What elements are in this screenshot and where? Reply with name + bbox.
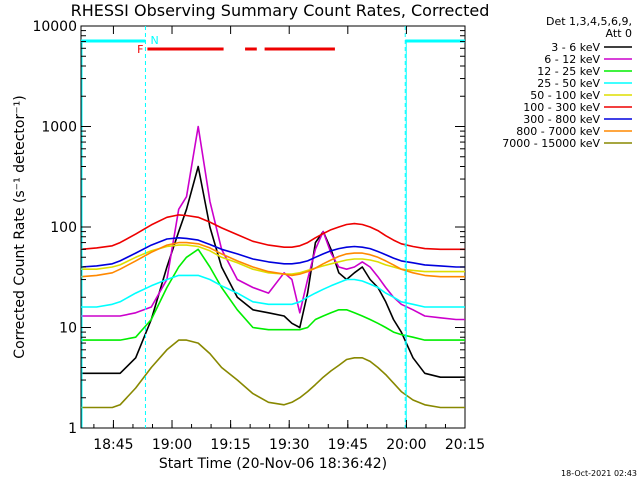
legend-attenuator: Att 0 xyxy=(606,27,632,40)
plot-frame xyxy=(80,25,466,429)
series-line-8 xyxy=(81,339,465,409)
series-line-1 xyxy=(81,125,465,321)
flare-flag-label: F xyxy=(137,43,143,56)
series-line-0 xyxy=(81,165,465,379)
y-axis-label: Corrected Count Rate (s⁻¹ detector⁻¹) xyxy=(12,95,28,358)
x-axis-ticks: 18:45 19:00 19:15 19:30 19:45 20:00 20:15 xyxy=(93,26,485,453)
y-tick-label-2: 100 xyxy=(50,220,77,236)
y-axis-ticks: 1 10 100 1000 10000 xyxy=(32,19,465,437)
legend-label-0: 3 - 6 keV xyxy=(551,41,600,54)
night-flag-label: N xyxy=(150,34,158,47)
x-tick-label-0: 18:45 xyxy=(93,437,133,453)
series-line-5 xyxy=(80,214,465,251)
x-tick-label-4: 19:45 xyxy=(328,437,368,453)
legend-label-2: 12 - 25 keV xyxy=(537,65,600,78)
x-tick-label-6: 20:15 xyxy=(445,437,485,453)
y-tick-label-1: 10 xyxy=(59,321,77,337)
legend-label-4: 50 - 100 keV xyxy=(530,89,600,102)
series-line-6 xyxy=(80,237,465,268)
x-tick-label-2: 19:15 xyxy=(210,437,250,453)
series-line-3 xyxy=(81,274,465,308)
legend-label-8: 7000 - 15000 keV xyxy=(502,137,600,150)
x-axis-label: Start Time (20-Nov-06 18:36:42) xyxy=(159,456,387,472)
series-line-2 xyxy=(81,248,465,341)
x-tick-label-3: 19:30 xyxy=(269,437,309,453)
x-tick-label-1: 19:00 xyxy=(152,437,192,453)
y-tick-label-4: 10000 xyxy=(32,19,77,35)
legend-label-3: 25 - 50 keV xyxy=(537,77,600,90)
legend-header: Det 1,3,4,5,6,9, xyxy=(546,15,632,28)
x-tick-label-5: 20:00 xyxy=(386,437,426,453)
series-line-4 xyxy=(81,244,465,275)
legend-label-1: 6 - 12 keV xyxy=(544,53,600,66)
legend-label-7: 800 - 7000 keV xyxy=(516,125,600,138)
chart-title: RHESSI Observing Summary Count Rates, Co… xyxy=(71,1,490,20)
timestamp: 18-Oct-2021 02:43 xyxy=(561,469,637,478)
y-tick-label-3: 1000 xyxy=(41,120,77,136)
legend-label-6: 300 - 800 keV xyxy=(523,113,600,126)
series-layer xyxy=(80,125,465,409)
series-line-7 xyxy=(80,241,465,278)
flag-layer: NF xyxy=(81,26,465,428)
legend-label-5: 100 - 300 keV xyxy=(523,101,600,114)
y-tick-label-0: 1 xyxy=(68,421,77,437)
